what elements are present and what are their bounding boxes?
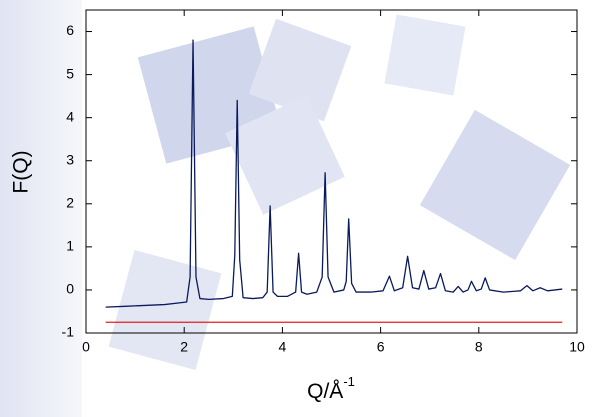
background-decoration	[0, 0, 571, 417]
data-line	[105, 39, 563, 308]
y-tick-label: 0	[66, 281, 74, 297]
x-axis-label-superscript: -1	[343, 374, 355, 389]
x-tick-label: 10	[569, 339, 585, 355]
x-tick-label: 8	[475, 339, 483, 355]
x-axis-label-main: Q/Å	[307, 380, 343, 403]
y-axis-label: F(Q)	[10, 150, 33, 193]
y-tick-label: 6	[66, 22, 74, 38]
y-tick-label: 4	[66, 108, 74, 124]
y-tick-label: 3	[66, 151, 74, 167]
y-tick-label: -1	[62, 324, 75, 340]
x-axis-label: Q/Å-1	[307, 374, 355, 402]
x-tick-label: 0	[82, 339, 90, 355]
x-tick-label: 6	[377, 339, 385, 355]
x-tick-label: 2	[180, 339, 188, 355]
y-tick-label: 5	[66, 65, 74, 81]
y-tick-label: 1	[66, 238, 74, 254]
y-tick-label: 2	[66, 195, 74, 211]
plot-frame	[85, 9, 578, 334]
x-tick-label: 4	[279, 339, 287, 355]
